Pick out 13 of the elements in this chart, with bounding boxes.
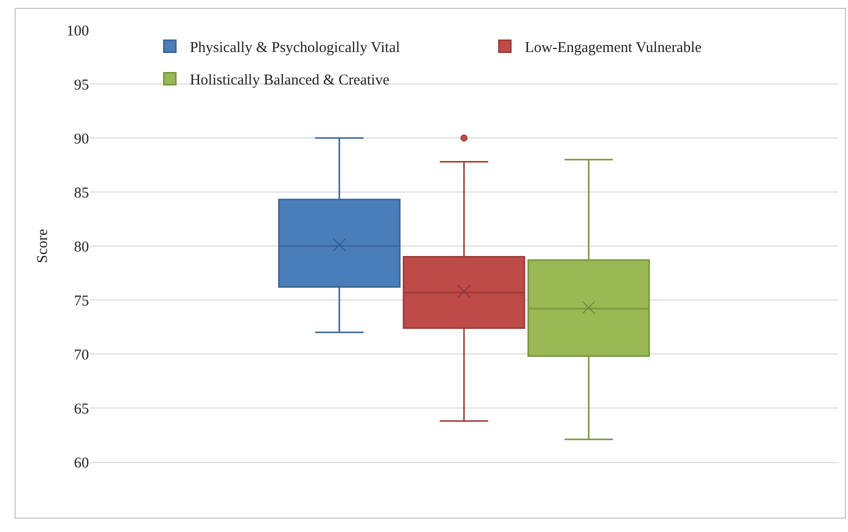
y-tick-label: 65 <box>74 401 89 418</box>
y-tick-label: 100 <box>66 23 89 40</box>
y-tick-label: 75 <box>74 293 89 310</box>
y-tick-label: 90 <box>74 131 89 148</box>
y-tick-label: 70 <box>74 347 89 364</box>
y-tick-label: 60 <box>74 455 89 472</box>
y-axis-title: Score <box>34 228 51 264</box>
legend-label: Physically & Psychologically Vital <box>190 40 400 56</box>
y-tick-label: 85 <box>74 185 89 202</box>
y-tick-label: 80 <box>74 239 89 256</box>
y-tick-label: 95 <box>74 77 89 94</box>
legend-label: Holistically Balanced & Creative <box>190 72 390 89</box>
legend-label: Low-Engagement Vulnerable <box>524 40 702 56</box>
